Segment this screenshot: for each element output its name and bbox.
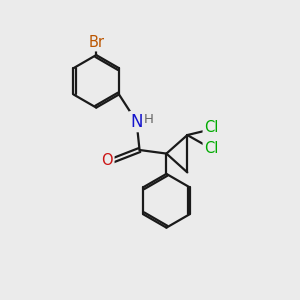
Text: Cl: Cl: [204, 120, 218, 135]
Text: O: O: [101, 153, 113, 168]
Text: Br: Br: [88, 35, 104, 50]
Text: N: N: [130, 112, 143, 130]
Text: Cl: Cl: [204, 141, 218, 156]
Text: H: H: [144, 113, 154, 126]
